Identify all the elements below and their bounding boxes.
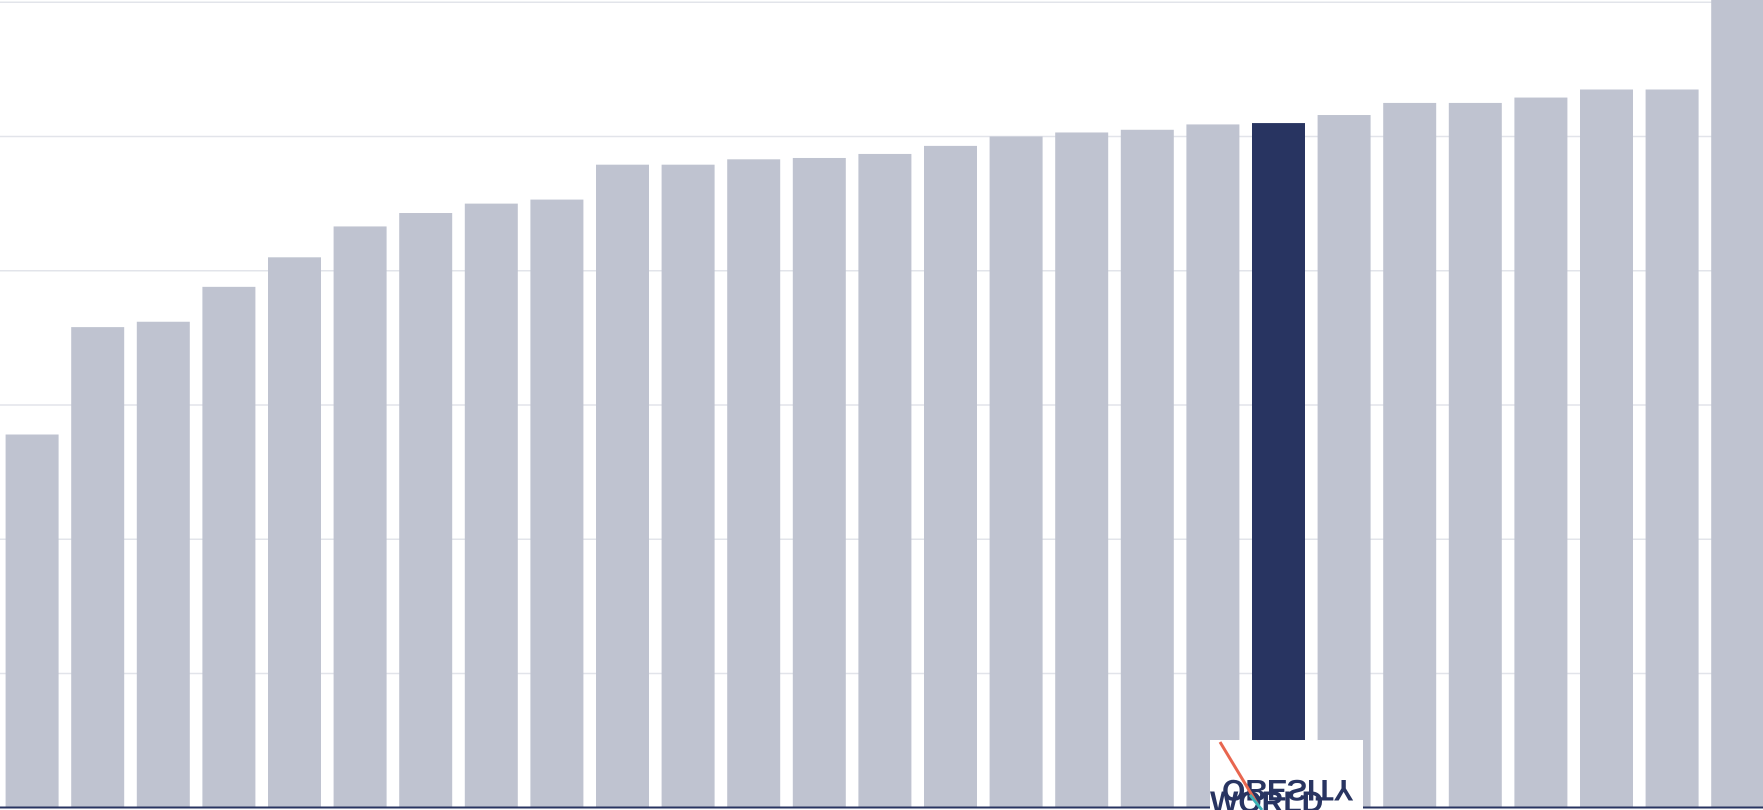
- bar: [399, 213, 453, 808]
- logo-slash-accent: [1248, 794, 1264, 810]
- bar: [727, 159, 781, 808]
- logo-slash: [1218, 741, 1260, 806]
- bars: [5, 0, 1763, 808]
- bar: [661, 164, 715, 808]
- bar: [1645, 89, 1699, 808]
- bar: [924, 145, 977, 808]
- bar: [1580, 89, 1633, 808]
- bar: [268, 257, 321, 808]
- bar: [1448, 102, 1502, 808]
- bar: [596, 164, 649, 808]
- logo-line1: OBESITY: [1222, 773, 1354, 806]
- logo-line2: WORLD: [1210, 786, 1323, 810]
- bar: [333, 226, 387, 808]
- bar: [792, 157, 846, 808]
- bar: [1514, 97, 1568, 808]
- bar: [136, 321, 190, 808]
- bar: [1711, 0, 1763, 808]
- bar: [1186, 124, 1240, 808]
- bar: [1317, 115, 1371, 808]
- bar: [464, 203, 518, 808]
- logo-box: [1210, 740, 1363, 810]
- bar: [71, 327, 125, 808]
- bar: [530, 199, 584, 808]
- bar: [1383, 102, 1437, 808]
- logo: OBESITY WORLD: [1210, 740, 1363, 810]
- bar: [202, 286, 256, 808]
- bar: [858, 153, 912, 808]
- bar: [989, 136, 1043, 808]
- bar: [1252, 123, 1305, 808]
- bar: [1055, 132, 1109, 808]
- bar: [1120, 129, 1174, 808]
- bar: [5, 434, 59, 808]
